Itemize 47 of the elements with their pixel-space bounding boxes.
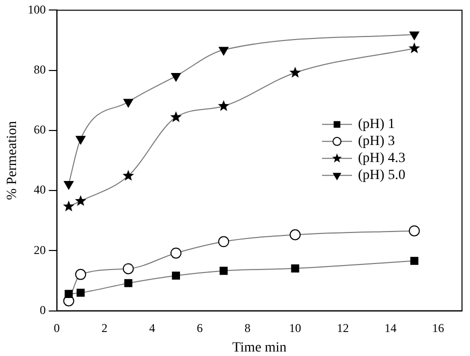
x-tick-label: 0 bbox=[54, 321, 60, 336]
legend-label: (pH) 5.0 bbox=[358, 168, 406, 184]
y-tick-label: 80 bbox=[34, 62, 46, 76]
point bbox=[170, 248, 182, 259]
point bbox=[64, 290, 73, 298]
point bbox=[63, 200, 74, 212]
point bbox=[172, 272, 180, 280]
point bbox=[122, 263, 134, 274]
point bbox=[64, 180, 74, 190]
point bbox=[218, 46, 228, 56]
point bbox=[170, 111, 182, 122]
x-tick-label: 10 bbox=[289, 321, 302, 336]
legend-label: (pH) 1 bbox=[358, 117, 395, 132]
y-tick-label: 100 bbox=[28, 2, 46, 16]
x-tick-label: 14 bbox=[384, 321, 396, 336]
x-axis-title: Time min bbox=[232, 340, 287, 356]
x-tick-label: 16 bbox=[432, 321, 444, 336]
x-tick-label: 8 bbox=[244, 321, 250, 336]
point bbox=[123, 98, 134, 108]
point bbox=[408, 225, 420, 236]
point bbox=[408, 42, 420, 54]
x-tick-label: 4 bbox=[149, 321, 156, 336]
point bbox=[410, 32, 420, 40]
point bbox=[410, 256, 418, 265]
y-tick-label: 20 bbox=[34, 242, 46, 257]
point bbox=[76, 136, 86, 144]
point bbox=[75, 268, 86, 280]
point bbox=[122, 170, 134, 181]
point bbox=[74, 195, 86, 206]
point bbox=[124, 279, 132, 288]
y-axis-title: % Permeation bbox=[5, 121, 20, 200]
point bbox=[171, 73, 181, 82]
y-tick-label: 40 bbox=[34, 182, 46, 197]
x-tick-label: 6 bbox=[196, 321, 203, 336]
point bbox=[291, 264, 300, 272]
point bbox=[218, 100, 230, 111]
point bbox=[220, 266, 228, 275]
point bbox=[218, 236, 230, 248]
x-tick-label: 12 bbox=[336, 321, 349, 336]
x-tick-label: 2 bbox=[101, 321, 108, 336]
point bbox=[289, 66, 301, 78]
legend-label: (pH) 3 bbox=[358, 134, 395, 150]
point bbox=[76, 288, 85, 297]
y-tick-label: 0 bbox=[40, 302, 46, 317]
legend-label: (pH) 4.3 bbox=[358, 151, 406, 166]
y-tick-label: 60 bbox=[34, 122, 46, 137]
point bbox=[290, 229, 301, 240]
